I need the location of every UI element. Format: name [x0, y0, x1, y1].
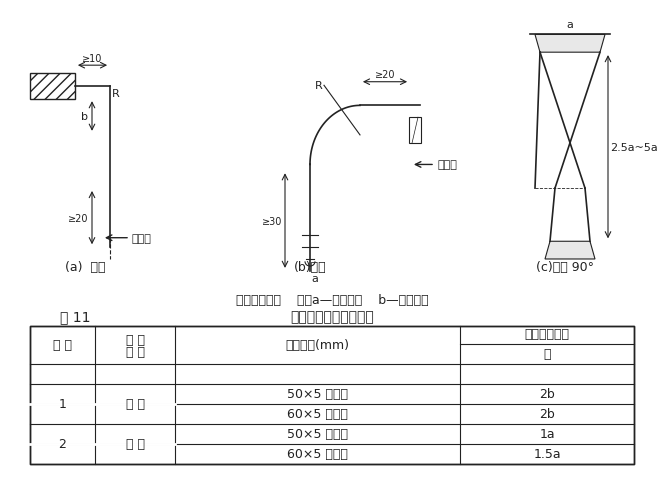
Text: 支撑点: 支撑点: [132, 233, 152, 243]
Text: 50×5 及以上: 50×5 及以上: [287, 387, 348, 401]
Text: 最小弯曲半径: 最小弯曲半径: [525, 327, 570, 341]
Text: 表 11: 表 11: [60, 310, 90, 324]
Text: R: R: [112, 89, 120, 99]
Bar: [30, 74, 75, 100]
Text: 立 弯: 立 弯: [125, 438, 145, 450]
Text: ≥30: ≥30: [262, 217, 282, 227]
Text: 50×5 及以上: 50×5 及以上: [287, 427, 348, 441]
Text: 1: 1: [58, 398, 66, 410]
Text: 2: 2: [58, 438, 66, 450]
Text: 支撑点: 支撑点: [437, 160, 457, 170]
Text: 种 类: 种 类: [125, 346, 145, 359]
Text: 铜: 铜: [543, 347, 550, 361]
Text: 母线最小允许弯曲半径: 母线最小允许弯曲半径: [290, 310, 374, 324]
Text: ≥20: ≥20: [374, 70, 395, 80]
Polygon shape: [545, 242, 595, 260]
Text: 60×5 及以上: 60×5 及以上: [287, 447, 348, 461]
Text: ≥20: ≥20: [68, 213, 88, 223]
Text: R: R: [315, 81, 323, 90]
Text: 平 弯: 平 弯: [125, 398, 145, 410]
Text: (a)  平弯: (a) 平弯: [65, 261, 106, 274]
Text: a: a: [311, 274, 319, 284]
Text: 1.5a: 1.5a: [533, 447, 561, 461]
Text: (c)扭弯 90°: (c)扭弯 90°: [536, 261, 594, 274]
Text: 母线截面(mm): 母线截面(mm): [286, 339, 349, 351]
Bar: [30, 326, 634, 464]
Bar: [30, 326, 634, 464]
Text: (b)立弯: (b)立弯: [293, 261, 326, 274]
Text: 2b: 2b: [539, 387, 555, 401]
Text: ≥10: ≥10: [82, 54, 103, 63]
Text: 60×5 及以上: 60×5 及以上: [287, 407, 348, 421]
Text: 1a: 1a: [539, 427, 555, 441]
Text: 三种弯曲型式    注：a—母线宽度    b—母线厚度: 三种弯曲型式 注：a—母线宽度 b—母线厚度: [236, 293, 428, 306]
Text: 2.5a~5a: 2.5a~5a: [610, 142, 658, 152]
Text: b: b: [81, 112, 88, 122]
Bar: [409, 118, 421, 144]
Text: 弯 曲: 弯 曲: [125, 333, 145, 346]
Polygon shape: [535, 35, 605, 53]
Text: 项 次: 项 次: [53, 339, 72, 351]
Text: 2b: 2b: [539, 407, 555, 421]
Text: a: a: [566, 20, 574, 29]
